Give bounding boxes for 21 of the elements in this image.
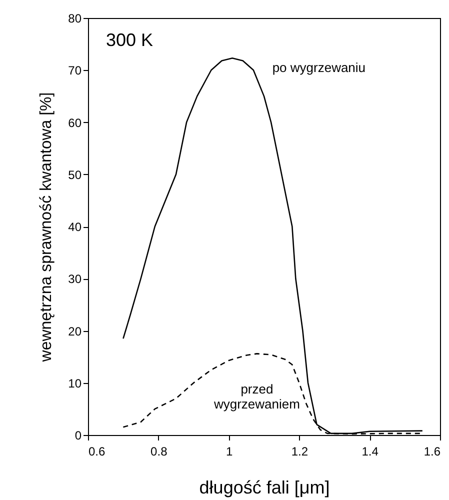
line-series — [122, 57, 424, 434]
y-tick-label: 40 — [68, 220, 82, 234]
annotation: 300 K — [106, 30, 154, 50]
y-tick-label: 50 — [68, 168, 82, 182]
x-tick-label: 1.2 — [291, 444, 308, 458]
y-tick-label: 0 — [74, 428, 82, 442]
series-label: przed wygrzewaniem — [212, 382, 300, 412]
x-tick-label: 1 — [226, 444, 233, 458]
x-tick-label: 1.4 — [362, 444, 379, 458]
y-tick-label: 80 — [68, 12, 82, 26]
x-tick-label: 0.6 — [88, 444, 106, 458]
y-tick-label: 30 — [68, 272, 82, 286]
y-tick-label: 70 — [68, 64, 82, 78]
y-tick-label: 60 — [68, 116, 82, 130]
y-tick-label: 20 — [68, 324, 82, 338]
series-label: po wygrzewaniu — [272, 60, 366, 76]
x-tick-label: 1.6 — [424, 444, 441, 458]
y-tick-label: 10 — [68, 376, 82, 390]
x-axis-title: długość fali [μm] — [199, 478, 330, 498]
x-tick-label: 0.8 — [150, 444, 168, 458]
y-axis-title: wewnętrzna sprawność kwantowa [%] — [38, 92, 56, 363]
